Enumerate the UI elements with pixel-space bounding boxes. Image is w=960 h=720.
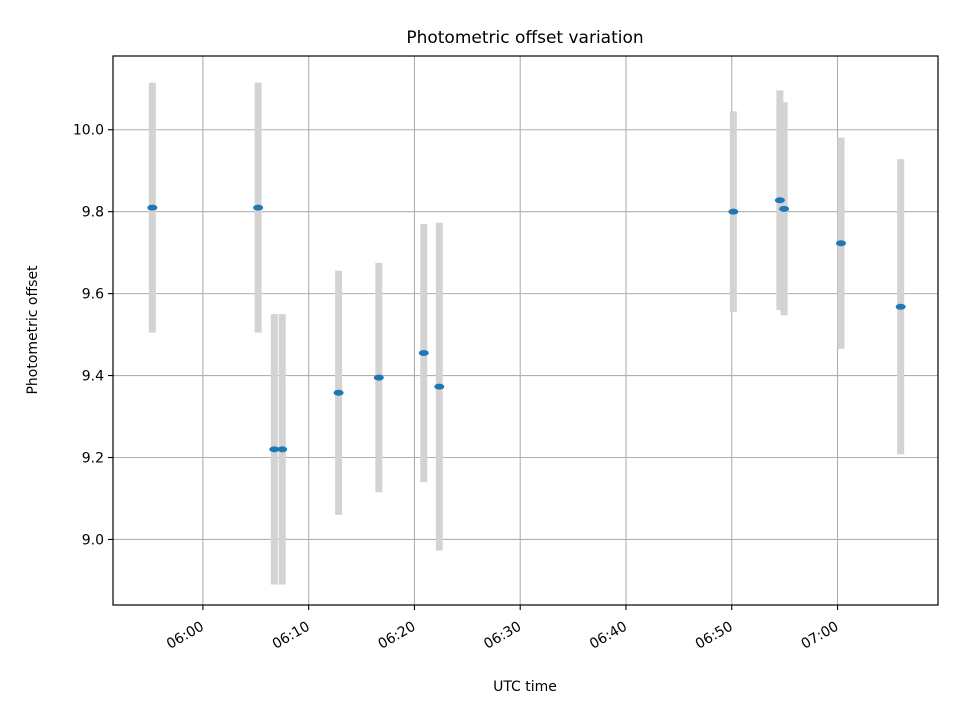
chart-title: Photometric offset variation <box>406 28 643 48</box>
data-point-marker <box>895 303 906 310</box>
data-point-marker <box>373 374 384 381</box>
y-tick-label: 9.4 <box>82 369 104 385</box>
data-point-marker <box>434 383 445 390</box>
data-point-marker <box>333 389 344 396</box>
y-axis-label: Photometric offset <box>25 265 41 395</box>
y-tick-label: 9.2 <box>82 451 104 467</box>
y-tick-label: 10.0 <box>73 123 104 139</box>
y-tick-label: 9.6 <box>82 287 104 303</box>
data-points <box>147 197 906 453</box>
y-axis-ticks: 9.0 9.2 9.4 9.6 9.8 10.0 <box>73 123 113 548</box>
plot-area-frame <box>112 55 939 606</box>
data-point-marker <box>147 204 158 211</box>
data-point-marker <box>253 204 264 211</box>
data-point-marker <box>836 240 847 247</box>
data-point-marker <box>774 197 785 204</box>
data-point-marker <box>728 208 739 215</box>
y-tick-label: 9.0 <box>82 532 104 548</box>
data-point-marker <box>277 446 288 453</box>
data-point-marker <box>269 446 280 453</box>
x-axis-label: UTC time <box>493 679 557 695</box>
y-tick-label: 9.8 <box>82 205 104 221</box>
data-point-marker <box>779 205 790 212</box>
data-point-marker <box>418 350 429 357</box>
